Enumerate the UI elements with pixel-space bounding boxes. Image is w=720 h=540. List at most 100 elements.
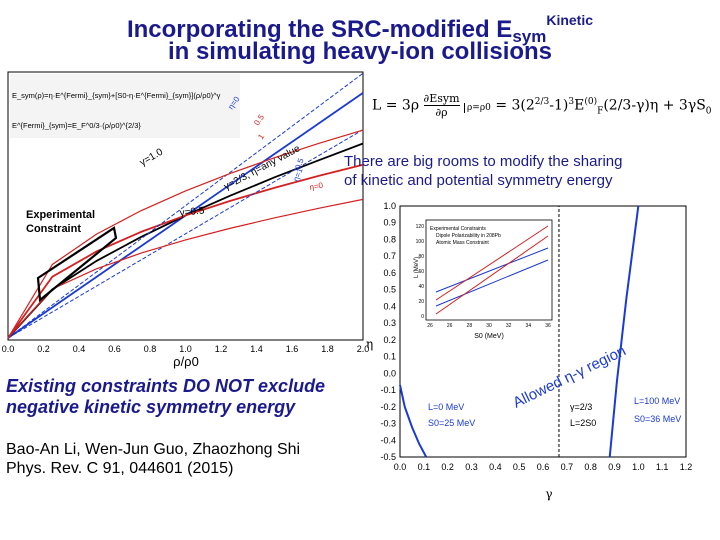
annot-gamma-23: γ=2/3 [570,402,592,412]
right-y-tick: 1.0 [383,201,396,211]
inset-legend-1: Experimental Constraints [430,226,486,232]
right-x-tick: 1.1 [656,462,669,472]
formula-lhs: L = 3ρ [372,97,420,114]
title-line2: in simulating heavy-ion collisions [167,38,553,65]
left-extra-red-1 [7,129,364,339]
inset-y-tick: 40 [418,284,424,290]
inset-x-label: S0 (MeV) [474,333,504,340]
right-y-tick: -0.3 [380,419,396,429]
left-x-tick: 0.0 [2,344,15,354]
right-y-tick: 0.9 [383,218,396,228]
left-x-tick: 1.0 [179,344,192,354]
annot-S036: S0=36 MeV [634,414,681,424]
left-series-2 [7,163,364,339]
legend-line-2: E^{Fermi}_{sym}=E_F^0/3·(ρ/ρ0)^{2/3} [12,121,141,130]
inset-y-tick: 100 [416,239,425,245]
inset-x-tick: 28 [467,323,473,329]
right-y-ticks: 1.0 0.9 0.8 0.7 0.6 0.5 0.4 0.3 0.2 0.1 0.0 -0.1 -0.… [380,201,396,462]
left-x-tick: 1.4 [250,344,263,354]
left-x-tick: 1.6 [286,344,299,354]
left-x-tick: 0.6 [108,344,121,354]
right-y-tick: 0.7 [383,251,396,261]
inset-x-tick: 36 [545,323,551,329]
inset-x-ticks: 26 26 28 30 32 34 36 [427,323,551,329]
right-y-tick: 0.6 [383,268,396,278]
title-line1-sub: sym [512,27,547,46]
formula-rhs3: E [574,97,585,114]
constraint-label-2: Constraint [26,223,81,235]
right-x-ticks: 0.0 0.1 0.2 0.3 0.4 0.5 0.6 0.7 0.8 0.9 1.0 1.1 1.2 [394,462,693,472]
right-curves [399,205,640,458]
inset-legend-3: Atomic Mass Constraint [436,240,489,246]
right-y-tick: 0.8 [383,234,396,244]
constraint-label-1: Experimental [26,209,95,221]
left-x-tick: 2.0 [357,344,370,354]
inset-blue-line-2 [435,247,549,293]
reference-line2: Phys. Rev. C 91, 044601 (2015) [6,460,234,477]
annot-05-bot: 0.5 [293,157,305,171]
right-y-tick: -0.4 [380,435,396,445]
right-chart: 1.0 0.9 0.8 0.7 0.6 0.5 0.4 0.3 0.2 0.1 0.0 -0.1 -0.… [366,201,693,501]
right-x-tick: 1.0 [632,462,645,472]
right-x-tick: 1.2 [680,462,693,472]
inset-y-tick: 60 [418,269,424,275]
formula-eval: ρ=ρ0 [464,102,491,113]
inset-x-tick: 30 [486,323,492,329]
inset-y-tick: 120 [416,224,425,230]
left-extra-blue-1 [7,72,364,339]
inset-x-tick: 34 [526,323,532,329]
inset-y-label: L (MeV) [414,257,420,278]
inset-x-tick: 26 [447,323,453,329]
inset-y-tick: 20 [418,299,424,305]
right-y-tick: 0.0 [383,368,396,378]
left-x-tick: 1.2 [215,344,228,354]
right-y-tick: 0.1 [383,352,396,362]
reference: Bao-An Li, Wen-Jun Guo, Zhaozhong Shi Ph… [6,440,300,478]
left-chart: E_sym(ρ)=η·E^{Fermi}_{sym}+[S0-η·E^{Ferm… [2,71,370,369]
experimental-constraint-box: Experimental Constraint [26,209,118,303]
constraints-line1: Existing constraints DO NOT exclude [6,376,326,396]
right-x-tick: 0.7 [561,462,574,472]
left-chart-legend: E_sym(ρ)=η·E^{Fermi}_{sym}+[S0-η·E^{Ferm… [10,74,240,138]
annot-L100: L=100 MeV [634,396,680,406]
inset-y-ticks: 120 100 80 60 40 20 0 [416,224,425,320]
right-x-label: γ [545,487,552,501]
formula-rhs: = 3(2 [495,97,535,114]
rooms-line2: of kinetic and potential symmetry energy [344,172,613,189]
right-series-1 [608,205,640,458]
right-x-tick: 0.9 [608,462,621,472]
reference-line1: Bao-An Li, Wen-Jun Guo, Zhaozhong Shi [6,441,301,458]
left-x-tick: 1.8 [321,344,334,354]
left-x-label: ρ/ρ0 [173,354,199,369]
inset-x-tick: 32 [506,323,512,329]
constraints-line2: negative kinetic symmetry energy [6,397,296,417]
constraints-text: Existing constraints DO NOT exclude nega… [6,376,325,418]
right-y-tick: -0.5 [380,452,396,462]
right-y-tick: 0.2 [383,335,396,345]
formula-num: ∂Esym [423,92,460,106]
right-x-tick: 0.8 [584,462,597,472]
title-line1-prefix: Incorporating the SRC-modified E [126,16,513,43]
right-y-tick: -0.2 [380,402,396,412]
inset-y-tick: 80 [418,254,424,260]
formula-right: L = 3ρ ∂Esym ∂ρ ρ=ρ0 = 3(22/3-1)3E(0)F(2… [372,92,712,119]
legend-line-1: E_sym(ρ)=η·E^{Fermi}_{sym}+[S0-η·E^{Ferm… [12,91,221,100]
annot-S025: S0=25 MeV [428,418,475,428]
constraint-polygon [36,226,118,303]
annot-L0: L=0 MeV [428,402,464,412]
rooms-line1: There are big rooms to modify the sharin… [344,153,623,170]
page-subtitle: in simulating heavy-ion collisions [0,38,720,66]
right-x-tick: 0.2 [441,462,454,472]
left-curves [7,72,364,339]
formula-den: ∂ρ [435,106,448,119]
inset-blue-line-1 [435,259,549,307]
annot-eta-0-bot: η=0 [309,181,324,192]
left-extra-red-0 [7,198,364,339]
right-x-tick: 0.0 [394,462,407,472]
page-title: Incorporating the SRC-modified EsymKinet… [0,6,720,51]
left-x-tick: 0.4 [73,344,86,354]
title-line1-sup: Kinetic [546,12,594,28]
inset-red-line-1 [435,235,549,315]
inset-legend: Experimental Constraints Dipole Polariza… [430,226,501,246]
right-y-tick: 0.4 [383,301,396,311]
